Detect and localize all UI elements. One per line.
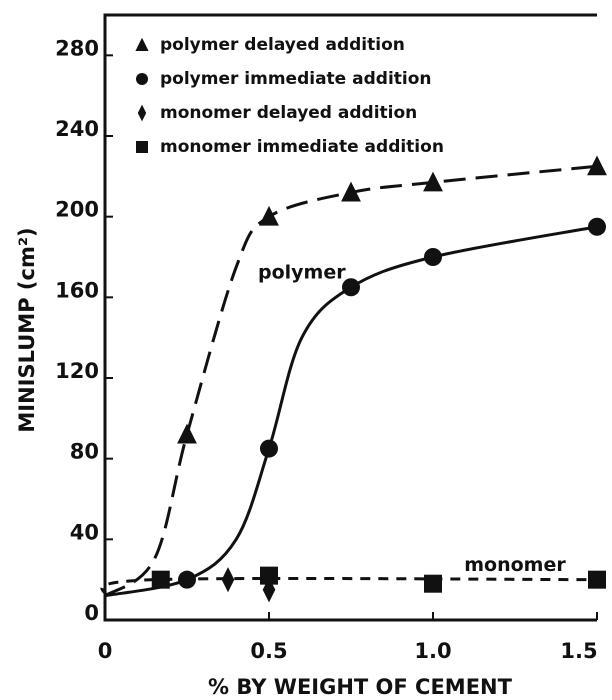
point [341, 181, 361, 202]
point [135, 37, 149, 51]
point [587, 155, 607, 176]
y-tick-label: 120 [55, 359, 99, 383]
y-tick-label: 0 [84, 601, 99, 625]
point [136, 141, 148, 153]
y-tick-label: 240 [55, 117, 99, 141]
point [178, 570, 196, 589]
point [260, 566, 278, 585]
legend-label: monomer delayed addition [160, 103, 417, 123]
point [424, 574, 442, 593]
legend-label: polymer delayed addition [160, 35, 405, 55]
point [588, 570, 606, 589]
annotation: polymer [258, 262, 346, 284]
point [151, 570, 170, 589]
x-tick-label: 0 [98, 639, 113, 663]
curve [104, 164, 598, 598]
curve [100, 576, 598, 598]
point [221, 567, 235, 593]
x-tick-label: 1.5 [560, 639, 597, 663]
x-tick-label: 1.0 [414, 639, 451, 663]
y-tick-label: 280 [55, 36, 99, 60]
y-tick-label: 80 [70, 440, 99, 464]
x-axis-label: % BY WEIGHT OF CEMENT [208, 675, 513, 699]
point [177, 423, 197, 444]
axes [103, 13, 597, 622]
point [423, 171, 443, 192]
point [259, 205, 279, 226]
point [137, 104, 147, 122]
y-tick-label: 200 [55, 198, 99, 222]
y-tick-label: 40 [70, 520, 99, 544]
x-tick-label: 0.5 [250, 639, 287, 663]
y-axis-label: MINISLUMP (cm²) [15, 227, 39, 432]
annotation: monomer [464, 554, 566, 576]
point [342, 278, 360, 297]
legend-label: monomer immediate addition [160, 137, 444, 157]
point [424, 248, 442, 266]
point [136, 73, 148, 85]
legend-label: polymer immediate addition [160, 69, 432, 89]
point [260, 439, 278, 458]
point [588, 217, 606, 236]
y-tick-label: 160 [55, 278, 99, 302]
